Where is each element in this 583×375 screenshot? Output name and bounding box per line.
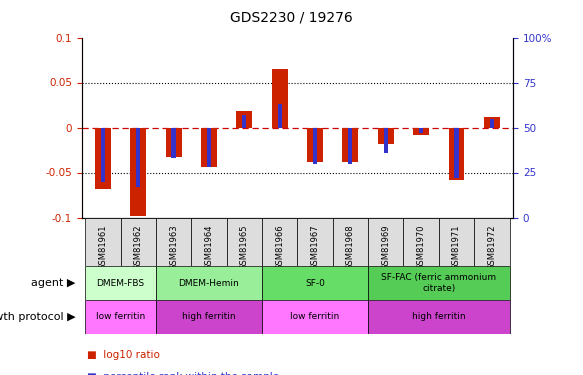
Text: GSM81961: GSM81961	[99, 225, 107, 270]
Text: ■  percentile rank within the sample: ■ percentile rank within the sample	[87, 372, 280, 375]
Bar	[368, 217, 403, 266]
Bar	[378, 128, 394, 144]
Bar	[454, 128, 459, 178]
Text: GDS2230 / 19276: GDS2230 / 19276	[230, 10, 353, 24]
Text: low ferritin: low ferritin	[290, 312, 340, 321]
Bar	[313, 128, 317, 164]
Text: GSM81972: GSM81972	[487, 225, 496, 270]
Text: SF-0: SF-0	[305, 279, 325, 288]
Bar	[136, 128, 141, 187]
Text: ■  log10 ratio: ■ log10 ratio	[87, 350, 160, 360]
Bar	[413, 128, 429, 135]
Bar	[166, 128, 181, 157]
Text: GSM81966: GSM81966	[275, 225, 284, 270]
Bar	[101, 128, 105, 182]
Bar	[262, 217, 297, 266]
Bar	[419, 128, 423, 133]
Bar	[307, 128, 323, 162]
Bar	[201, 128, 217, 167]
Bar	[191, 217, 227, 266]
Text: GSM81962: GSM81962	[134, 225, 143, 270]
Bar	[262, 266, 368, 300]
Bar	[85, 217, 121, 266]
Text: GSM81965: GSM81965	[240, 225, 249, 270]
Bar	[95, 128, 111, 189]
Text: GSM81967: GSM81967	[311, 225, 319, 270]
Bar	[121, 217, 156, 266]
Text: high ferritin: high ferritin	[412, 312, 466, 321]
Bar	[242, 115, 247, 128]
Bar	[368, 300, 510, 334]
Bar	[348, 128, 353, 164]
Text: DMEM-FBS: DMEM-FBS	[96, 279, 145, 288]
Bar	[171, 128, 175, 158]
Bar	[474, 217, 510, 266]
Text: GSM81968: GSM81968	[346, 225, 355, 270]
Bar	[85, 300, 156, 334]
Bar	[207, 128, 211, 167]
Bar	[333, 217, 368, 266]
Text: GSM81970: GSM81970	[417, 225, 426, 270]
Text: GSM81971: GSM81971	[452, 225, 461, 270]
Bar	[85, 266, 156, 300]
Bar	[448, 128, 465, 180]
Text: growth protocol ▶: growth protocol ▶	[0, 312, 76, 322]
Bar	[439, 217, 474, 266]
Bar	[236, 111, 252, 128]
Bar	[156, 217, 191, 266]
Bar	[368, 266, 510, 300]
Text: high ferritin: high ferritin	[182, 312, 236, 321]
Bar	[278, 104, 282, 128]
Bar	[490, 118, 494, 128]
Text: GSM81969: GSM81969	[381, 225, 390, 270]
Bar	[272, 69, 287, 128]
Text: agent ▶: agent ▶	[31, 278, 76, 288]
Bar	[384, 128, 388, 153]
Bar	[262, 300, 368, 334]
Bar	[156, 300, 262, 334]
Text: SF-FAC (ferric ammonium
citrate): SF-FAC (ferric ammonium citrate)	[381, 273, 496, 293]
Bar	[227, 217, 262, 266]
Text: GSM81964: GSM81964	[205, 225, 213, 270]
Text: GSM81963: GSM81963	[169, 225, 178, 270]
Bar	[484, 117, 500, 128]
Bar	[297, 217, 333, 266]
Bar	[403, 217, 439, 266]
Text: low ferritin: low ferritin	[96, 312, 145, 321]
Bar	[156, 266, 262, 300]
Bar	[130, 128, 146, 216]
Text: DMEM-Hemin: DMEM-Hemin	[178, 279, 239, 288]
Bar	[342, 128, 359, 162]
